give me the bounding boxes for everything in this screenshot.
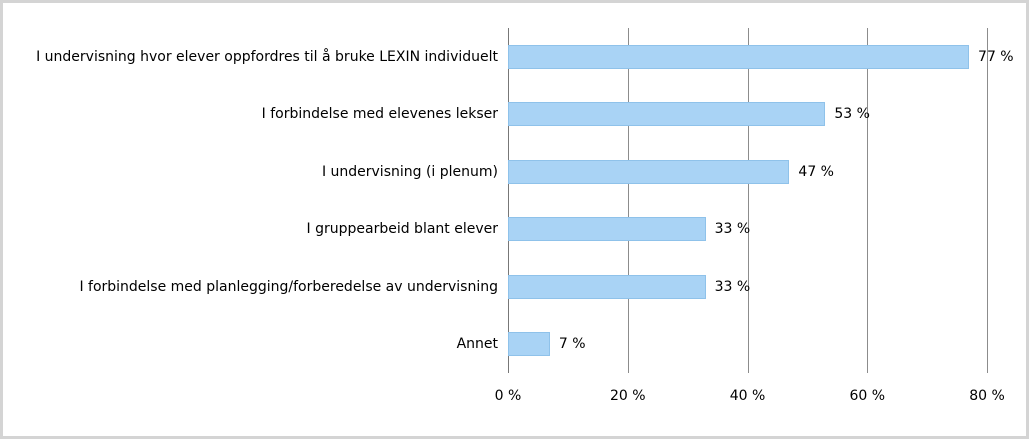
value-label: 33 % [714, 278, 751, 295]
value-label: 7 % [558, 336, 586, 353]
grid-line [867, 28, 869, 373]
bar [508, 102, 826, 127]
grid-line [627, 28, 629, 373]
bar [508, 159, 790, 184]
value-label: 77 % [978, 48, 1014, 65]
bar [508, 217, 706, 242]
y-tick-label: I undervisning hvor elever oppfordres ti… [36, 48, 498, 65]
x-tick-label: 40 % [729, 388, 766, 404]
bar [508, 274, 706, 299]
value-label: 33 % [714, 221, 751, 238]
grid-line [987, 28, 988, 373]
value-label: 53 % [834, 106, 870, 123]
bar [508, 332, 550, 357]
y-tick-label: I gruppearbeid blant elever [306, 221, 498, 238]
x-tick-label: 60 % [849, 388, 886, 404]
x-tick-label: 20 % [609, 388, 646, 404]
x-tick-label: 0 % [494, 388, 522, 404]
y-tick-label: I undervisning (i plenum) [321, 163, 498, 180]
y-tick-label: I forbindelse med planlegging/forberedel… [79, 278, 498, 295]
y-tick-label: I forbindelse med elevenes lekser [261, 106, 498, 123]
grid-line [747, 28, 749, 373]
x-tick-label: 80 % [969, 388, 1005, 404]
grid-line [508, 28, 509, 373]
bar [508, 44, 970, 69]
value-label: 47 % [798, 163, 834, 180]
y-tick-label: Annet [456, 336, 498, 353]
